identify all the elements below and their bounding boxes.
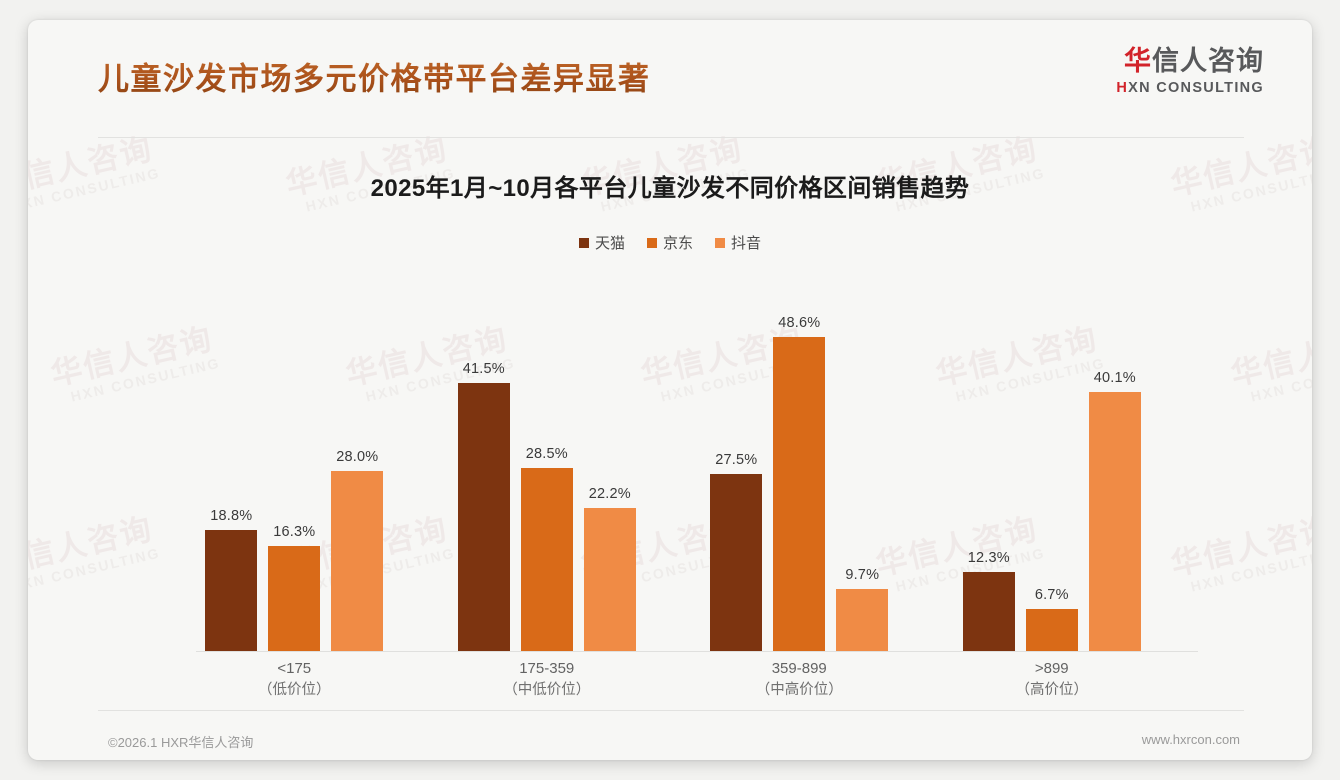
watermark-english: HXN CONSULTING (1188, 544, 1312, 595)
bar-value-label: 12.3% (967, 550, 1010, 566)
logo-english-red-char: H (1116, 80, 1129, 97)
page-title: 儿童沙发市场多元价格带平台差异显著 (98, 54, 651, 99)
x-axis-label-range: <175 (277, 660, 312, 677)
x-axis-label-range: 175-359 (519, 660, 575, 677)
slide-card: 华信人咨询 HXN CONSULTING 华信人咨询 HXN CONSULTING 华信… (28, 20, 1312, 760)
x-axis-label: <175 （低价位） (168, 658, 421, 701)
bar-group: 18.8% 16.3% 28.0% (168, 270, 421, 652)
bar-rect[interactable] (1088, 392, 1141, 652)
bar-item[interactable]: 18.8% (205, 270, 258, 652)
footer-divider (98, 710, 1244, 711)
watermark-english: HXN CONSULTING (1248, 354, 1312, 405)
bar-item[interactable]: 48.6% (773, 270, 826, 652)
bar-groups: 18.8% 16.3% 28.0% 41.5% 28.5% 22.2% 27.5% 48.6%… (168, 270, 1178, 652)
bar-item[interactable]: 27.5% (710, 270, 763, 652)
legend-swatch-icon (715, 237, 725, 248)
bar-item[interactable]: 28.0% (331, 270, 384, 652)
legend-label: 抖音 (731, 235, 762, 252)
bar-value-label: 18.8% (210, 508, 253, 524)
chart-title: 2025年1月~10月各平台儿童沙发不同价格区间销售趋势 (370, 175, 970, 202)
legend-swatch-icon (578, 237, 589, 248)
bar-rect[interactable] (331, 471, 384, 652)
bar-rect[interactable] (962, 572, 1015, 652)
bar-rect[interactable] (520, 468, 573, 652)
x-axis-labels: <175 （低价位） 175-359 （中低价位） 359-899 （中高价位） >899 （… (168, 658, 1178, 701)
bar-group-bars: 12.3% 6.7% 40.1% (926, 270, 1179, 652)
x-axis-label-tier: （高价位） (1015, 681, 1089, 698)
bar-item[interactable]: 6.7% (1025, 270, 1078, 652)
bar-rect[interactable] (268, 546, 321, 652)
logo-english: HXN CONSULTING (1116, 79, 1264, 98)
legend-label: 天猫 (594, 235, 625, 252)
bar-value-label: 41.5% (462, 361, 505, 377)
bar-rect[interactable] (1025, 609, 1078, 652)
legend-swatch-icon (646, 237, 657, 248)
bar-rect[interactable] (836, 589, 889, 652)
bar-item[interactable]: 9.7% (836, 270, 889, 652)
bar-value-label: 28.0% (336, 449, 379, 465)
bar-value-label: 6.7% (1034, 587, 1069, 603)
bar-item[interactable]: 41.5% (457, 270, 510, 652)
logo-chinese-rest: 信人咨询 (1152, 46, 1264, 76)
x-axis-label-tier: （低价位） (258, 681, 331, 698)
x-axis-label-tier: （中低价位） (503, 681, 591, 698)
x-axis-line (196, 651, 1198, 652)
bar-rect[interactable] (583, 508, 636, 652)
x-axis-label: 175-359 （中低价位） (421, 658, 674, 701)
x-axis-label: 359-899 （中高价位） (673, 658, 926, 701)
bar-group: 12.3% 6.7% 40.1% (926, 270, 1179, 652)
bar-value-label: 48.6% (778, 315, 821, 331)
bar-item[interactable]: 40.1% (1088, 270, 1141, 652)
bar-rect[interactable] (773, 337, 826, 652)
bar-rect[interactable] (457, 383, 510, 652)
slide-header: 儿童沙发市场多元价格带平台差异显著 华信人咨询 HXN CONSULTING (28, 20, 1312, 120)
logo-chinese-red-char: 华 (1124, 46, 1152, 76)
bar-group: 27.5% 48.6% 9.7% (673, 270, 926, 652)
watermark-chinese: 华信人咨询 (1167, 510, 1312, 583)
header-divider (98, 137, 1244, 138)
company-logo: 华信人咨询 HXN CONSULTING (1116, 46, 1264, 98)
bar-value-label: 27.5% (715, 452, 758, 468)
bar-value-label: 9.7% (845, 567, 880, 583)
bar-group: 41.5% 28.5% 22.2% (421, 270, 674, 652)
footer-website[interactable]: www.hxrcon.com (1141, 732, 1240, 747)
bar-item[interactable]: 12.3% (962, 270, 1015, 652)
logo-english-rest: XN CONSULTING (1128, 80, 1264, 97)
x-axis-label-range: >899 (1034, 660, 1069, 677)
legend-item-京东[interactable]: 京东 (646, 232, 693, 253)
footer-copyright: ©2026.1 HXR华信人咨询 (108, 735, 254, 750)
bar-group-bars: 27.5% 48.6% 9.7% (673, 270, 926, 652)
bar-rect[interactable] (710, 474, 763, 652)
bar-group-bars: 18.8% 16.3% 28.0% (168, 270, 421, 652)
x-axis-label: >899 （高价位） (926, 658, 1179, 701)
watermark-chinese: 华信人咨询 (28, 510, 157, 583)
logo-chinese: 华信人咨询 (1116, 46, 1264, 77)
bar-value-label: 16.3% (273, 524, 316, 540)
legend-item-抖音[interactable]: 抖音 (715, 232, 761, 253)
bar-item[interactable]: 28.5% (520, 270, 573, 652)
bar-group-bars: 41.5% 28.5% 22.2% (421, 270, 674, 652)
chart-legend: 天猫 京东 抖音 (28, 232, 1312, 253)
legend-item-天猫[interactable]: 天猫 (578, 232, 625, 253)
bar-item[interactable]: 22.2% (583, 270, 636, 652)
x-axis-label-range: 359-899 (771, 660, 827, 677)
bar-value-label: 22.2% (588, 486, 631, 502)
bar-item[interactable]: 16.3% (268, 270, 321, 652)
watermark-english: HXN CONSULTING (28, 544, 162, 595)
watermark-chinese: 华信人咨询 (1227, 320, 1312, 393)
x-axis-label-tier: （中高价位） (755, 681, 843, 698)
bar-value-label: 28.5% (525, 446, 568, 462)
legend-label: 京东 (662, 235, 693, 252)
bar-value-label: 40.1% (1093, 370, 1136, 386)
chart-plot-area: 18.8% 16.3% 28.0% 41.5% 28.5% 22.2% 27.5% 48.6%… (168, 270, 1198, 652)
bar-rect[interactable] (205, 530, 258, 652)
